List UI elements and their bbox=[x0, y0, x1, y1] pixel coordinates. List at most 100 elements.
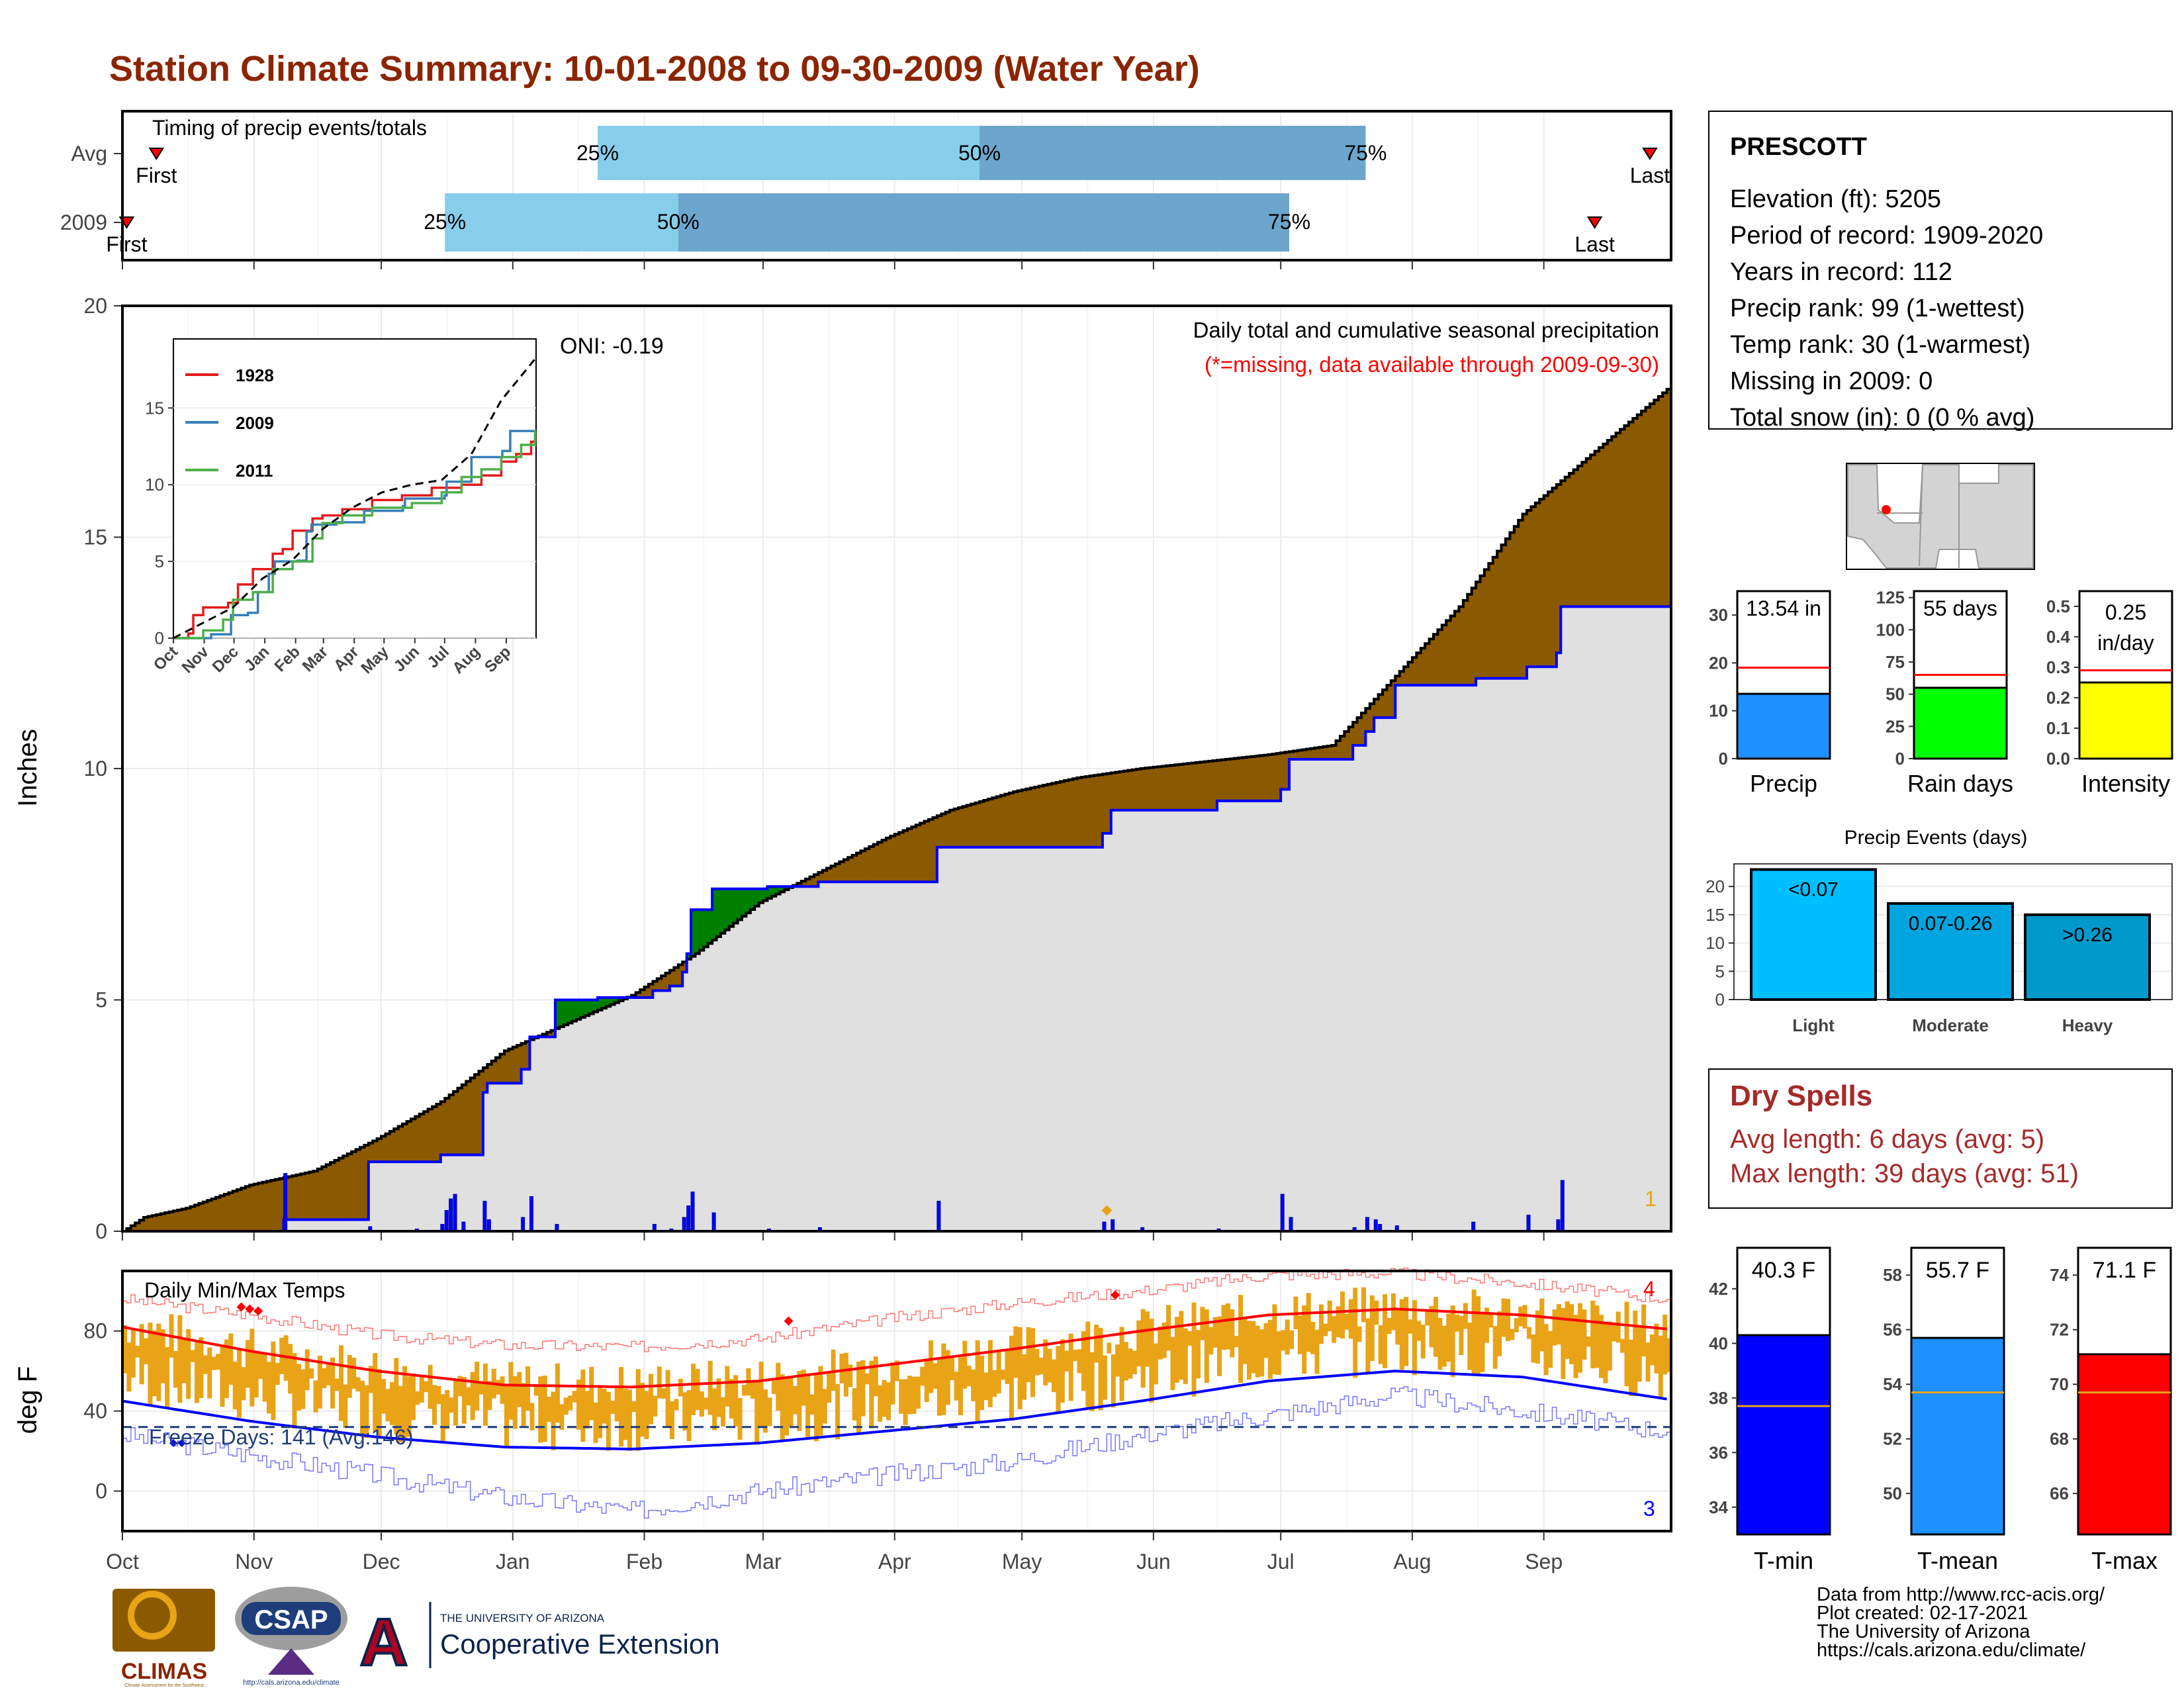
month-tick-label: Jul bbox=[1267, 1550, 1295, 1573]
events-bar-label: 0.07-0.26 bbox=[1909, 913, 1993, 935]
daily-precip-bar bbox=[1471, 1221, 1476, 1232]
climas-logo: CLIMAS Climate Assessment for the Southw… bbox=[113, 1589, 215, 1688]
mini-bar-precip bbox=[1736, 692, 1831, 760]
daily-precip-bar bbox=[686, 1205, 691, 1232]
inset-legend-label: 2011 bbox=[236, 461, 273, 481]
month-tick-label: Nov bbox=[235, 1550, 273, 1573]
mini-bar-value-text: 13.54 in bbox=[1746, 596, 1821, 620]
timing-last-marker bbox=[1642, 148, 1658, 160]
temp-bar-y-tick-label: 50 bbox=[1883, 1483, 1902, 1503]
station-info-box: PRESCOTT Elevation (ft): 5205 Period of r… bbox=[1708, 111, 2173, 432]
month-tick-label: Aug bbox=[1393, 1550, 1431, 1573]
mini-bar-y-tick-label: 125 bbox=[1876, 588, 1905, 608]
daily-precip-bar bbox=[461, 1221, 466, 1232]
month-tick-label: Jun bbox=[1136, 1550, 1171, 1573]
temp-bar-value-text: 71.1 F bbox=[2093, 1258, 2156, 1283]
dry-spells-avg: Avg length: 6 days (avg: 5) bbox=[1730, 1125, 2044, 1154]
mini-bar-y-tick-label: 0.0 bbox=[2046, 749, 2070, 769]
month-tick-label: Feb bbox=[626, 1550, 662, 1573]
precip-y-tick-label: 5 bbox=[95, 988, 107, 1012]
region-map-shape bbox=[1847, 464, 2034, 569]
daily-precip-bar bbox=[529, 1196, 533, 1232]
record-high-marker bbox=[253, 1306, 263, 1316]
month-tick-label: Oct bbox=[106, 1550, 139, 1573]
temp-bar-y-tick-label: 56 bbox=[1883, 1320, 1902, 1340]
timing-label-50: 50% bbox=[958, 141, 1001, 165]
dry-spells-title: Dry Spells bbox=[1730, 1080, 1872, 1112]
daily-precip-bar bbox=[521, 1217, 525, 1232]
csap-logo-band bbox=[242, 1602, 341, 1635]
events-y-tick-label: 5 bbox=[1715, 961, 1725, 981]
cumulative-observed-area bbox=[122, 606, 1671, 1231]
mini-bar-label: Intensity bbox=[2081, 770, 2170, 797]
daily-precip-bar bbox=[482, 1201, 487, 1232]
mini-bar-y-tick-label: 0.2 bbox=[2046, 688, 2070, 708]
temp-bar-y-tick-label: 54 bbox=[1883, 1374, 1902, 1394]
events-category-label: Heavy bbox=[2062, 1015, 2113, 1035]
station-info-line: Period of record: 1909-2020 bbox=[1730, 222, 2043, 250]
timing-label-25: 25% bbox=[576, 141, 619, 165]
ua-logo-small-text: THE UNIVERSITY OF ARIZONA bbox=[440, 1612, 605, 1624]
credit-line: Plot created: 02-17-2021 bbox=[1817, 1603, 2028, 1624]
station-info-line: Precip rank: 99 (1-wettest) bbox=[1730, 295, 2025, 322]
temp-bar-y-tick-label: 58 bbox=[1883, 1265, 1902, 1285]
mini-bar-label: Rain days bbox=[1907, 770, 2013, 797]
record-high-marker bbox=[784, 1316, 794, 1326]
timing-last-label: Last bbox=[1630, 164, 1670, 187]
record-min-line bbox=[122, 1386, 1671, 1519]
climas-logo-badge bbox=[113, 1589, 215, 1652]
csap-logo-url: http://cals.arizona.edu/climate bbox=[243, 1679, 340, 1687]
mini-bar-value-text: 55 days bbox=[1923, 596, 1997, 620]
daily-precip-bar bbox=[283, 1173, 288, 1232]
csap-logo-mountain bbox=[268, 1648, 314, 1675]
station-info-line: Missing in 2009: 0 bbox=[1730, 367, 1933, 395]
month-tick-label: Dec bbox=[363, 1550, 400, 1573]
timing-label-75: 75% bbox=[1344, 141, 1387, 165]
events-panel-frame bbox=[1733, 863, 2173, 1000]
dry-spells-max: Max length: 39 days (avg: 51) bbox=[1730, 1159, 2079, 1188]
inset-avg-series bbox=[173, 358, 536, 639]
timing-last-label: Last bbox=[1574, 232, 1615, 256]
month-tick-label: Mar bbox=[745, 1550, 782, 1573]
mini-bar-rain-days bbox=[1913, 686, 2008, 760]
logos: CLIMAS Climate Assessment for the Southw… bbox=[113, 1587, 720, 1688]
temp-y-tick-label: 40 bbox=[83, 1399, 107, 1423]
ua-block-a: A bbox=[360, 1605, 408, 1679]
station-info-line: Years in record: 112 bbox=[1730, 258, 1952, 286]
temp-panel-title: Daily Min/Max Temps bbox=[144, 1278, 345, 1302]
daily-precip-bar bbox=[682, 1217, 686, 1232]
credit-line: https://cals.arizona.edu/climate/ bbox=[1817, 1640, 2086, 1661]
inset-y-tick-label: 5 bbox=[155, 551, 164, 571]
mini-bar-y-tick-label: 0 bbox=[1719, 749, 1728, 769]
events-category-label: Light bbox=[1792, 1015, 1835, 1035]
events-y-tick-label: 10 bbox=[1706, 933, 1725, 953]
record-low-marker bbox=[169, 1438, 177, 1447]
timing-panel: 25% 50% 75% First Last 25% 50% 75% First Last Tim… bbox=[60, 110, 1672, 261]
mini-bar-y-tick-label: 0.5 bbox=[2046, 596, 2070, 616]
temp-bar-y-tick-label: 34 bbox=[1709, 1497, 1728, 1517]
temp-bar-label: T-mean bbox=[1917, 1547, 1998, 1574]
daily-precip-bar bbox=[444, 1210, 449, 1232]
daily-precip-bar bbox=[1526, 1215, 1531, 1232]
timing-last-marker bbox=[1586, 216, 1603, 229]
figure-title: Station Climate Summary: 10-01-2008 to 0… bbox=[109, 49, 1200, 89]
timing-bar-25-50 bbox=[598, 126, 980, 180]
temp-panel-frame bbox=[121, 1270, 1672, 1532]
station-info-line: Temp rank: 30 (1-warmest) bbox=[1730, 331, 2030, 359]
precip-y-tick-label: 20 bbox=[83, 294, 107, 318]
timing-first-label: First bbox=[136, 164, 177, 187]
avg-cumulative-line bbox=[122, 387, 1671, 1233]
temp-bar-y-tick-label: 68 bbox=[2050, 1429, 2069, 1449]
precip-y-tick-label: 15 bbox=[83, 526, 107, 549]
oni-label: ONI: -0.19 bbox=[560, 334, 664, 359]
mini-bar-value-text: 0.25 bbox=[2105, 600, 2146, 624]
temp-bar-label: T-max bbox=[2091, 1547, 2158, 1574]
record-high-marker bbox=[245, 1304, 255, 1314]
record-high-marker bbox=[236, 1302, 246, 1312]
daily-precip-bar bbox=[711, 1212, 716, 1232]
timing-first-label: First bbox=[106, 232, 147, 256]
events-y-tick-label: 20 bbox=[1706, 876, 1725, 896]
daily-precip-bar bbox=[486, 1219, 491, 1232]
